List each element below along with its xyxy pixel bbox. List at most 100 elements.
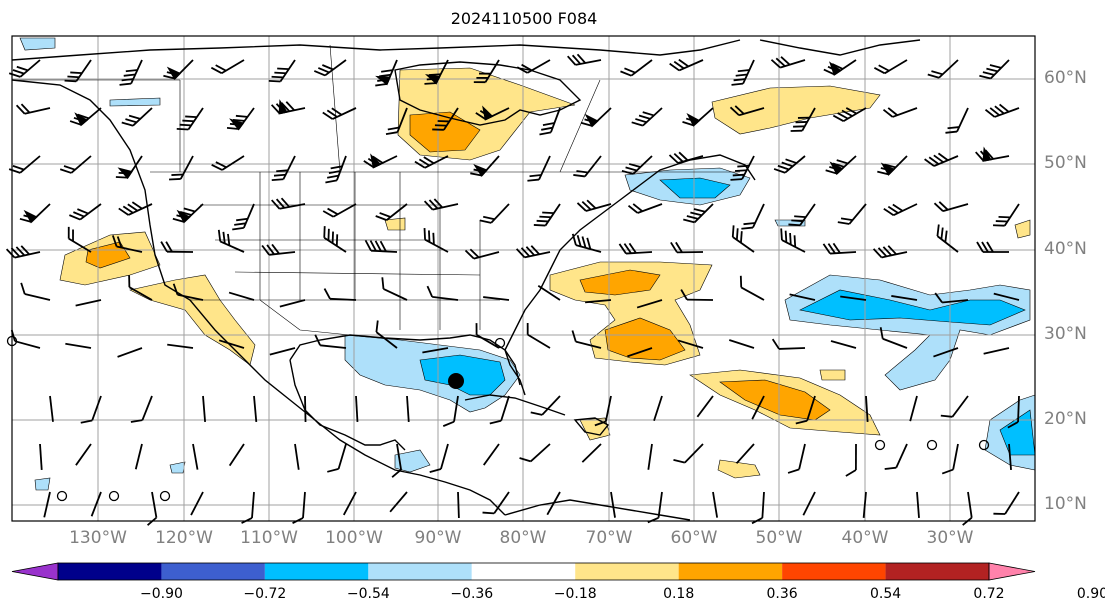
wind-barb [979, 59, 1010, 80]
wind-barb [636, 299, 663, 309]
wind-barb [751, 395, 765, 420]
wind-barb [883, 203, 918, 217]
wind-barb [669, 58, 704, 72]
wind-barb [945, 107, 969, 134]
wind-barb [627, 347, 653, 358]
calm-wind-circle [159, 490, 171, 502]
colorbar-tick-label: 0.36 [766, 586, 798, 602]
wind-barb [789, 293, 816, 301]
wind-barb [5, 245, 41, 259]
wind-barb [830, 340, 857, 349]
coast-east-us [504, 154, 756, 351]
wind-barb [670, 241, 704, 254]
wind-barb [653, 395, 663, 422]
wind-barb [75, 299, 102, 307]
wind-barb [269, 347, 296, 356]
wind-barb [176, 107, 204, 131]
wind-barb [115, 155, 143, 180]
wind-barbs [5, 53, 1020, 526]
wind-barb [712, 491, 719, 518]
wind-barb [64, 59, 92, 83]
political-borders [12, 44, 740, 336]
wind-barb [67, 226, 92, 253]
wind-barb [375, 203, 408, 221]
anomaly-negative-newfoundland-core [659, 177, 731, 199]
wind-barb [771, 338, 806, 350]
wind-barb [355, 395, 359, 423]
lat-label-30N: 30°N [1044, 324, 1087, 344]
lat-label-40N: 40°N [1044, 239, 1087, 259]
colorbar-tick-label: −0.36 [450, 586, 494, 602]
wind-barb [739, 275, 765, 301]
wind-barb [933, 201, 969, 213]
wind-barb [845, 443, 857, 477]
wind-barb [210, 59, 245, 75]
calm-wind-circle [978, 439, 990, 451]
colorbar-tick-label: 0.18 [663, 586, 695, 602]
wind-barb [621, 155, 653, 175]
wind-barb [414, 155, 449, 169]
wind-barb [515, 245, 551, 259]
wind-barb [728, 339, 755, 349]
wind-barb [121, 107, 153, 127]
wind-barb [729, 105, 765, 117]
wind-barb [647, 491, 663, 524]
wind-barb [442, 395, 459, 427]
wind-barb [546, 491, 561, 516]
anomaly-positive-atlantic-west-core [579, 269, 661, 296]
colorbar-tick-label: 0.54 [869, 586, 902, 602]
wind-barb [363, 153, 398, 169]
wind-barb [279, 299, 306, 308]
wind-barb [802, 491, 816, 516]
lon-label-50W: 50°W [755, 528, 803, 548]
lon-label-80W: 80°W [499, 528, 547, 548]
coast-gulf [289, 334, 521, 386]
anomaly-positive-atlantic-west-core2 [604, 317, 686, 361]
anomaly-negative-small2 [109, 97, 161, 107]
wind-barb [482, 491, 510, 515]
colorbar-tick-label: −0.18 [553, 586, 597, 602]
wind-barb [475, 323, 500, 349]
wind-barb [790, 107, 816, 132]
wind-barb [735, 443, 755, 464]
wind-barb [840, 295, 867, 301]
colorbar-tick-label: −0.90 [139, 586, 183, 602]
wind-barb [909, 395, 918, 422]
wind-barb [916, 491, 920, 518]
wind-barb [375, 320, 398, 349]
coast-florida [504, 349, 526, 396]
wind-barb [571, 233, 602, 253]
wind-barb [862, 491, 867, 518]
lon-label-70W: 70°W [585, 528, 633, 548]
wind-barb [683, 203, 714, 224]
wind-barb [218, 339, 245, 349]
wind-barb [975, 146, 1010, 162]
wind-barb [680, 289, 714, 301]
coast-greenland [759, 39, 921, 56]
calm-wind-circle [926, 439, 938, 451]
calm-wind-circle [494, 337, 506, 349]
wind-barb [253, 395, 258, 422]
wind-barb [618, 242, 653, 255]
wind-barb [537, 284, 561, 301]
coast-south-america [504, 499, 691, 521]
wind-barb [119, 59, 143, 86]
wind-barb [90, 491, 102, 517]
wind-barb [825, 155, 857, 176]
wind-barb [323, 226, 347, 253]
wind-barb [270, 99, 306, 115]
wind-barb [75, 443, 92, 466]
wind-barb [327, 443, 347, 473]
map-frame [11, 35, 1036, 522]
wind-barb [877, 155, 908, 176]
wind-barb [389, 491, 408, 513]
wind-barb [8, 59, 41, 78]
wind-barb [342, 491, 357, 516]
wind-barb [571, 330, 602, 349]
anomaly-negative-central-am [394, 449, 431, 473]
wind-barb [20, 282, 51, 301]
wind-barb [730, 155, 755, 181]
wind-barb [993, 292, 1020, 301]
anomaly-negative-small1 [19, 37, 56, 51]
